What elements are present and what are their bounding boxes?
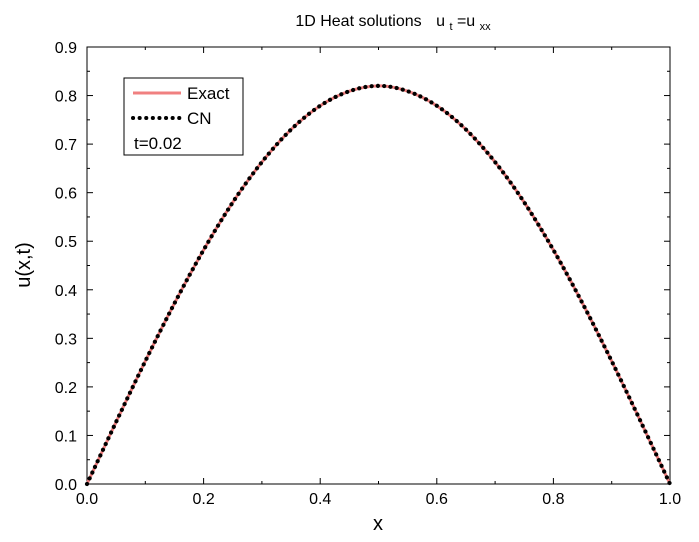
legend-cn-label: CN <box>187 109 212 128</box>
series-line-cn <box>84 83 673 487</box>
chart-title-lhs: u <box>436 13 445 30</box>
x-tick-label: 0.8 <box>542 491 564 508</box>
legend-box <box>123 77 244 156</box>
y-tick-label: 0.2 <box>55 380 77 397</box>
chart-title-main: 1D Heat solutions <box>295 13 421 30</box>
chart-title-eq: =u <box>457 13 475 30</box>
legend-annotation: t=0.02 <box>134 134 182 153</box>
x-axis-label: x <box>373 513 383 535</box>
y-tick-label: 0.4 <box>55 283 77 300</box>
legend: Exact CN t=0.02 <box>123 77 244 156</box>
x-tick-label: 0.4 <box>309 491 331 508</box>
y-tick-label: 0.3 <box>55 331 77 348</box>
y-axis-ticks: 0.0 0.1 0.2 0.3 0.4 0.5 0.6 0.7 0.8 0.9 <box>55 40 670 494</box>
x-tick-label: 0.6 <box>426 491 448 508</box>
chart-title: 1D Heat solutions u t =u xx <box>295 13 491 34</box>
x-tick-label: 1.0 <box>659 491 681 508</box>
x-axis-ticks: 0.0 0.2 0.4 0.6 0.8 1.0 <box>76 47 681 508</box>
y-tick-label: 0.8 <box>55 89 77 106</box>
y-tick-label: 0.1 <box>55 428 77 445</box>
y-tick-label: 0.5 <box>55 234 77 251</box>
y-tick-label: 0.9 <box>55 40 77 57</box>
y-tick-label: 0.7 <box>55 137 77 154</box>
y-tick-label: 0.0 <box>55 477 77 494</box>
y-tick-label: 0.6 <box>55 186 77 203</box>
chart-title-rhs-sub: xx <box>480 21 492 33</box>
x-tick-label: 0.0 <box>76 491 98 508</box>
x-tick-label: 0.2 <box>192 491 214 508</box>
y-axis-label: u(x,t) <box>13 242 35 288</box>
chart-title-lhs-sub: t <box>449 21 452 33</box>
legend-exact-label: Exact <box>187 84 230 103</box>
series-layer <box>84 83 673 487</box>
